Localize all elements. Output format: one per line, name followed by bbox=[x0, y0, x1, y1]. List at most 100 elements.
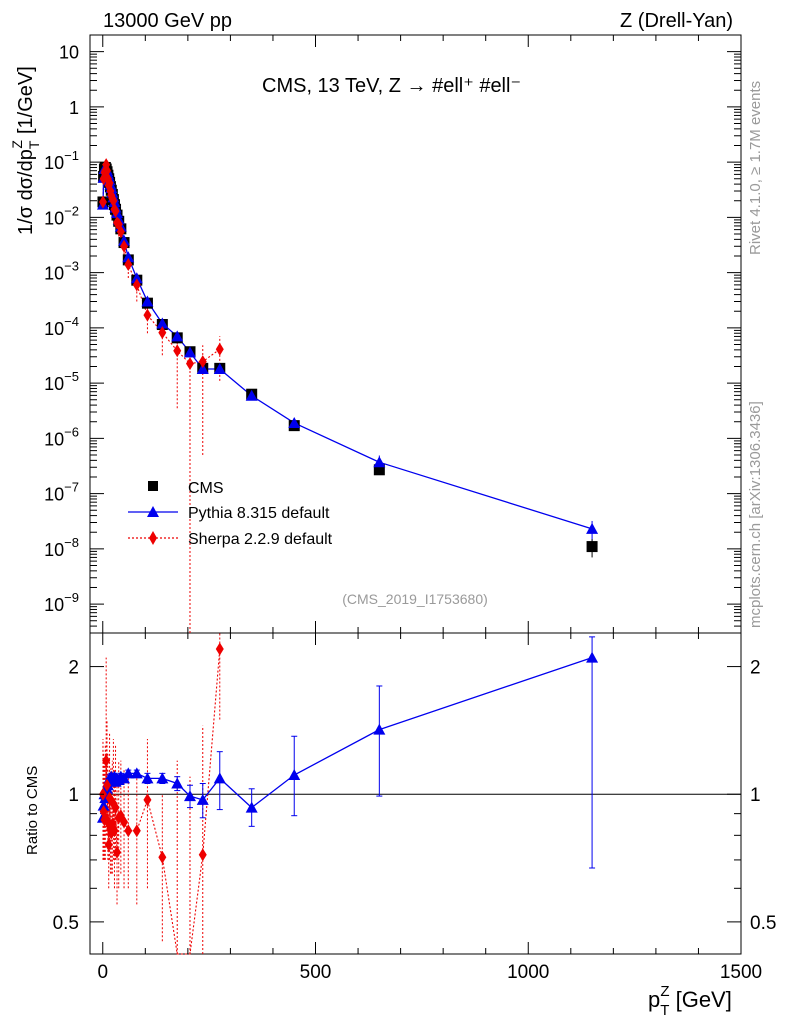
cms-point bbox=[586, 541, 598, 553]
pythia-point bbox=[245, 389, 258, 401]
ratio-pythia-point bbox=[156, 772, 169, 784]
ratio-sherpa-point bbox=[120, 815, 129, 829]
y-tick-base: 10 bbox=[44, 374, 64, 394]
pythia-point bbox=[183, 346, 196, 358]
y-tick-base: 10 bbox=[44, 595, 64, 615]
sherpa-point bbox=[143, 308, 152, 322]
ratio-sherpa-point bbox=[198, 848, 207, 862]
pythia-point bbox=[122, 251, 135, 263]
y-tick-base: 10 bbox=[44, 429, 64, 449]
y-tick-label: 10−7 bbox=[44, 480, 79, 505]
ratio-sherpa-point bbox=[104, 838, 113, 852]
y-tick-label: 10−9 bbox=[44, 590, 79, 615]
ratio-y-tick-label-right: 2 bbox=[750, 658, 761, 679]
ratio-pythia-point bbox=[122, 767, 135, 779]
x-label-sub: T bbox=[660, 1002, 669, 1019]
y-label-unit: [1/GeV] bbox=[15, 66, 37, 134]
ratio-sherpa-point bbox=[143, 793, 152, 807]
pythia-point bbox=[171, 330, 184, 342]
pythia-point bbox=[373, 456, 386, 468]
sherpa-point bbox=[116, 225, 125, 239]
sherpa-point bbox=[124, 258, 133, 272]
pythia-point bbox=[196, 363, 209, 375]
y-tick-base: 1 bbox=[69, 98, 79, 118]
sherpa-point bbox=[109, 194, 118, 208]
main-plot-layer bbox=[96, 158, 599, 633]
legend-cms-marker bbox=[148, 481, 158, 491]
ratio-sherpa-point bbox=[124, 824, 133, 838]
legend-pythia-marker bbox=[147, 506, 159, 517]
ratio-sherpa-point bbox=[113, 845, 122, 859]
pythia-point bbox=[141, 295, 154, 307]
ratio-sherpa-line bbox=[102, 648, 221, 955]
y-tick-label: 10−2 bbox=[44, 203, 79, 228]
ratio-sherpa-point bbox=[132, 824, 141, 838]
sherpa-point bbox=[215, 342, 224, 356]
ratio-y-tick-label: 2 bbox=[68, 658, 79, 679]
ratio-y-tick-label: 1 bbox=[68, 785, 79, 806]
sherpa-point bbox=[98, 195, 107, 209]
y-tick-label: 10−8 bbox=[44, 535, 79, 560]
legend-sherpa-marker bbox=[149, 531, 157, 545]
x-label-main: p bbox=[648, 987, 660, 1012]
pythia-point bbox=[213, 363, 226, 375]
y-tick-label: 10−4 bbox=[44, 314, 79, 339]
y-tick-exponent: −2 bbox=[64, 203, 79, 218]
legend-cms-label: CMS bbox=[188, 480, 224, 497]
y-label-sub: T bbox=[26, 140, 42, 149]
sherpa-point bbox=[198, 355, 207, 369]
pythia-point bbox=[586, 522, 599, 534]
ratio-pythia-point bbox=[171, 777, 184, 789]
ratio-pythia-point bbox=[130, 767, 143, 779]
axis-layer: 0 500 1000 150010−910−810−710−610−510−410−3… bbox=[44, 34, 776, 983]
x-tick-label: 1000 bbox=[507, 962, 549, 983]
pythia-point bbox=[156, 317, 169, 329]
rivet-label: Rivet 4.1.0, ≥ 1.7M events bbox=[747, 81, 764, 255]
ratio-y-tick-label-right: 1 bbox=[750, 785, 761, 806]
header-left: 13000 GeV pp bbox=[103, 10, 232, 32]
ratio-pythia-point bbox=[288, 769, 301, 781]
y-tick-label: 1 bbox=[69, 98, 79, 118]
y-tick-base: 10 bbox=[44, 264, 64, 284]
analysis-watermark: (CMS_2019_I1753680) bbox=[342, 591, 488, 607]
sherpa-point bbox=[105, 176, 114, 190]
legend: CMS Pythia 8.315 default Sherpa 2.2.9 de… bbox=[128, 480, 333, 548]
y-tick-exponent: −5 bbox=[64, 369, 79, 384]
y-tick-base: 10 bbox=[44, 319, 64, 339]
main-y-axis-label: 1/σ dσ/dpTZ [1/GeV] bbox=[9, 66, 42, 235]
x-tick-label: 500 bbox=[300, 962, 332, 983]
y-tick-label: 10−5 bbox=[44, 369, 79, 394]
ratio-y-tick-label-right: 0.5 bbox=[750, 913, 776, 934]
y-tick-exponent: −4 bbox=[64, 314, 79, 329]
y-tick-label: 10−6 bbox=[44, 424, 79, 449]
y-tick-label: 10 bbox=[59, 43, 79, 63]
ratio-pythia-point bbox=[213, 772, 226, 784]
x-label-unit: [GeV] bbox=[676, 987, 732, 1012]
ratio-pythia-point bbox=[196, 793, 209, 805]
x-tick-label: 1500 bbox=[720, 962, 762, 983]
ratio-sherpa-point bbox=[103, 778, 112, 792]
y-tick-base: 10 bbox=[44, 153, 64, 173]
ratio-sherpa-point bbox=[158, 850, 167, 864]
ratio-pythia-point bbox=[245, 801, 258, 813]
y-label-main: 1/σ dσ/dp bbox=[15, 149, 37, 235]
ratio-y-axis-label: Ratio to CMS bbox=[24, 766, 41, 855]
ratio-plot-layer bbox=[90, 633, 741, 955]
ratio-sherpa-point bbox=[102, 754, 111, 768]
sherpa-point bbox=[173, 344, 182, 358]
y-tick-label: 10−3 bbox=[44, 259, 79, 284]
ratio-pythia-point bbox=[183, 790, 196, 802]
y-tick-exponent: −7 bbox=[64, 480, 79, 495]
legend-pythia-label: Pythia 8.315 default bbox=[188, 505, 330, 522]
plot-title: CMS, 13 TeV, Z → #ell⁺ #ell⁻ bbox=[262, 75, 521, 97]
y-tick-exponent: −3 bbox=[64, 259, 79, 274]
y-tick-exponent: −6 bbox=[64, 424, 79, 439]
cms-point bbox=[373, 464, 385, 476]
x-tick-label: 0 bbox=[97, 962, 108, 983]
x-axis-label: pTZ [GeV] bbox=[648, 983, 732, 1019]
ratio-sherpa-point bbox=[215, 642, 224, 656]
pythia-point bbox=[288, 416, 301, 428]
ratio-pythia-point bbox=[586, 651, 599, 663]
mcplots-label: mcplots.cern.ch [arXiv:1306.3436] bbox=[747, 401, 764, 628]
